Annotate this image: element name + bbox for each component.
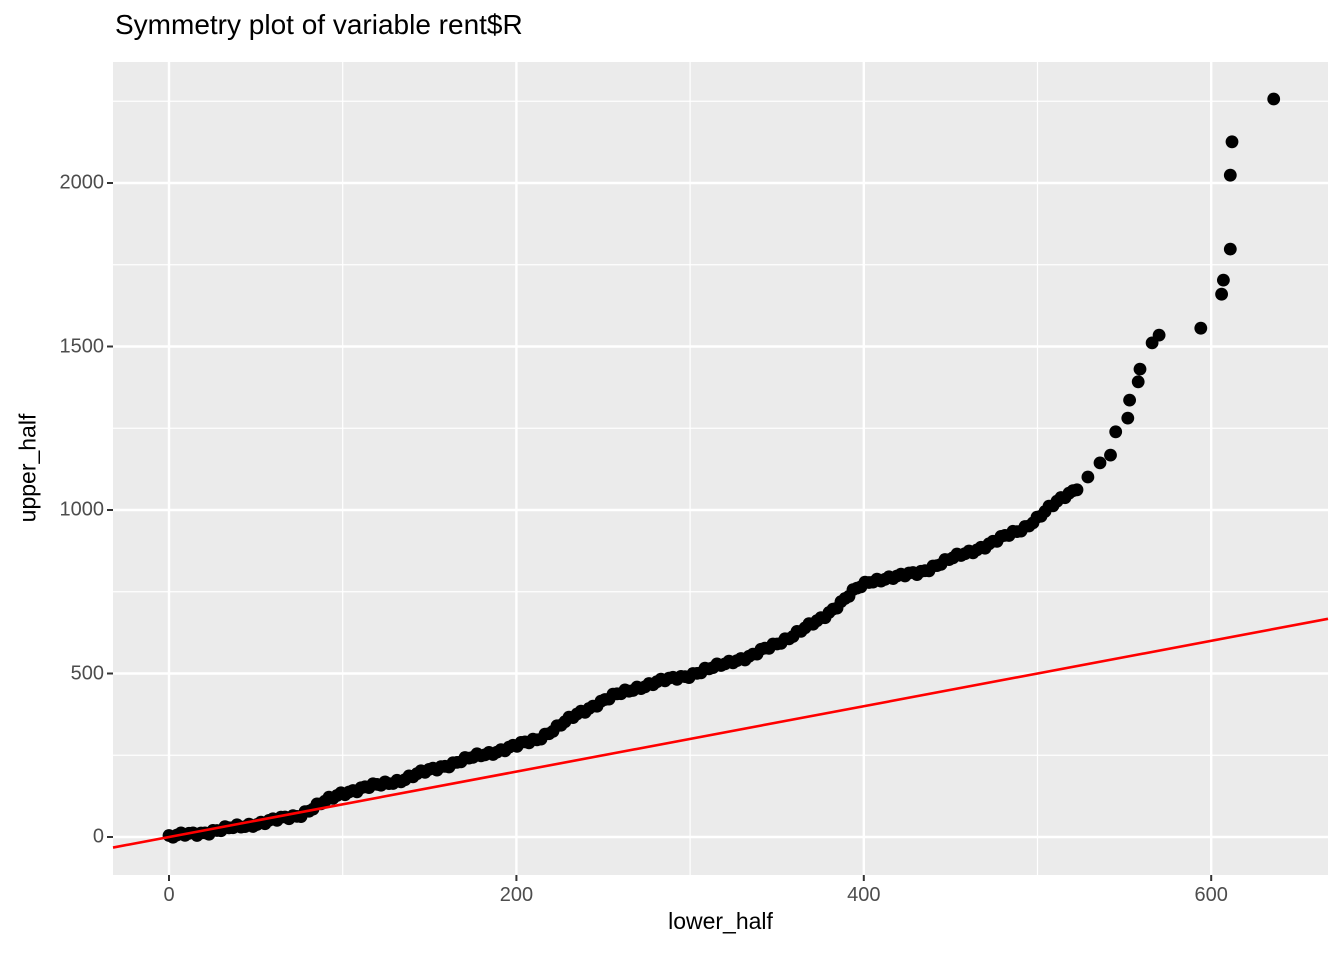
panel-background [113,62,1328,875]
data-point [1109,425,1123,439]
data-point [1217,273,1230,287]
x-tick-label: 200 [499,884,534,906]
y-tick-label: 2000 [59,171,105,194]
data-point [1223,242,1237,256]
data-point [1081,470,1095,484]
data-point [1194,321,1208,335]
x-axis-title: lower_half [668,908,773,934]
x-tick-label: 600 [1194,884,1228,906]
data-point [1152,328,1166,342]
data-point [1123,393,1136,407]
y-tick-label: 0 [92,825,104,848]
y-tick-label: 500 [70,662,104,684]
data-point [1133,362,1147,376]
data-point [1104,448,1117,462]
data-point [1070,483,1084,497]
data-point [1215,287,1228,301]
data-point [1093,456,1107,470]
x-tick-label: 400 [847,884,881,906]
x-tick-label: 0 [163,884,175,906]
data-point [1121,411,1135,425]
data-point [1267,92,1281,106]
data-point [1223,168,1237,182]
data-point [1131,375,1145,389]
data-point [1225,135,1239,149]
chart-title: Symmetry plot of variable rent$R [115,9,523,40]
identity-reference-line [112,617,1329,849]
y-tick-label: 1000 [59,498,105,521]
y-tick-label: 1500 [59,335,105,357]
